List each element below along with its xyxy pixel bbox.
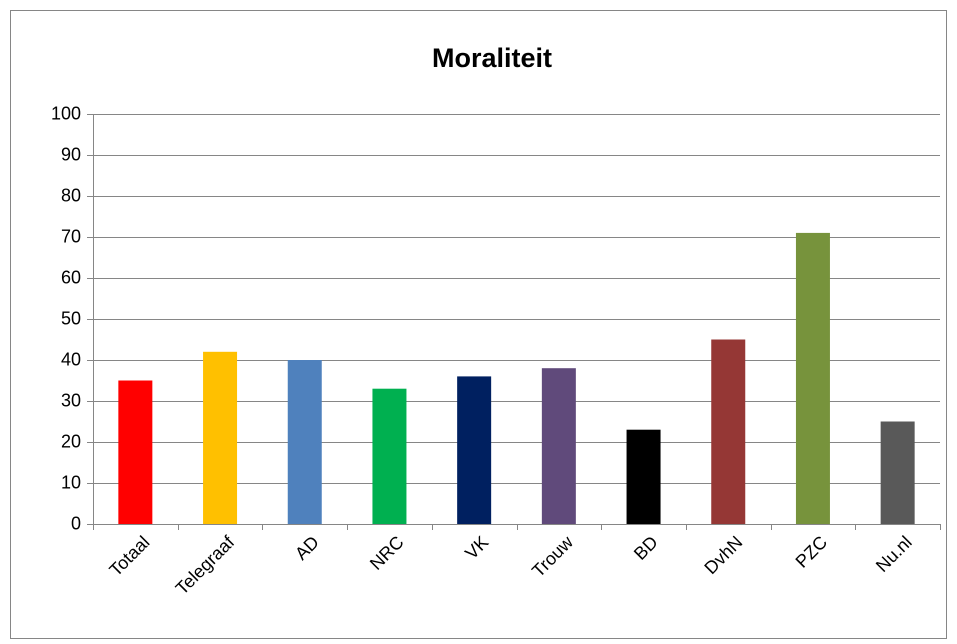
y-tick-label: 80 xyxy=(61,185,81,205)
y-tick-label: 70 xyxy=(61,226,81,246)
y-tick-label: 20 xyxy=(61,431,81,451)
bar xyxy=(287,360,322,524)
bar xyxy=(795,232,830,524)
y-tick-label: 60 xyxy=(61,267,81,287)
bar xyxy=(118,380,153,524)
y-tick-label: 0 xyxy=(71,513,81,533)
bar xyxy=(203,351,238,524)
chart-border xyxy=(10,10,947,639)
y-tick-label: 30 xyxy=(61,390,81,410)
y-tick-label: 100 xyxy=(51,103,81,123)
y-tick-label: 50 xyxy=(61,308,81,328)
bar xyxy=(711,339,746,524)
y-tick-label: 40 xyxy=(61,349,81,369)
bar xyxy=(457,376,492,524)
bar xyxy=(372,388,407,524)
chart-title: Moraliteit xyxy=(432,43,552,73)
bar xyxy=(626,429,661,524)
bar xyxy=(541,368,576,524)
y-tick-label: 10 xyxy=(61,472,81,492)
bar xyxy=(880,421,915,524)
y-tick-label: 90 xyxy=(61,144,81,164)
